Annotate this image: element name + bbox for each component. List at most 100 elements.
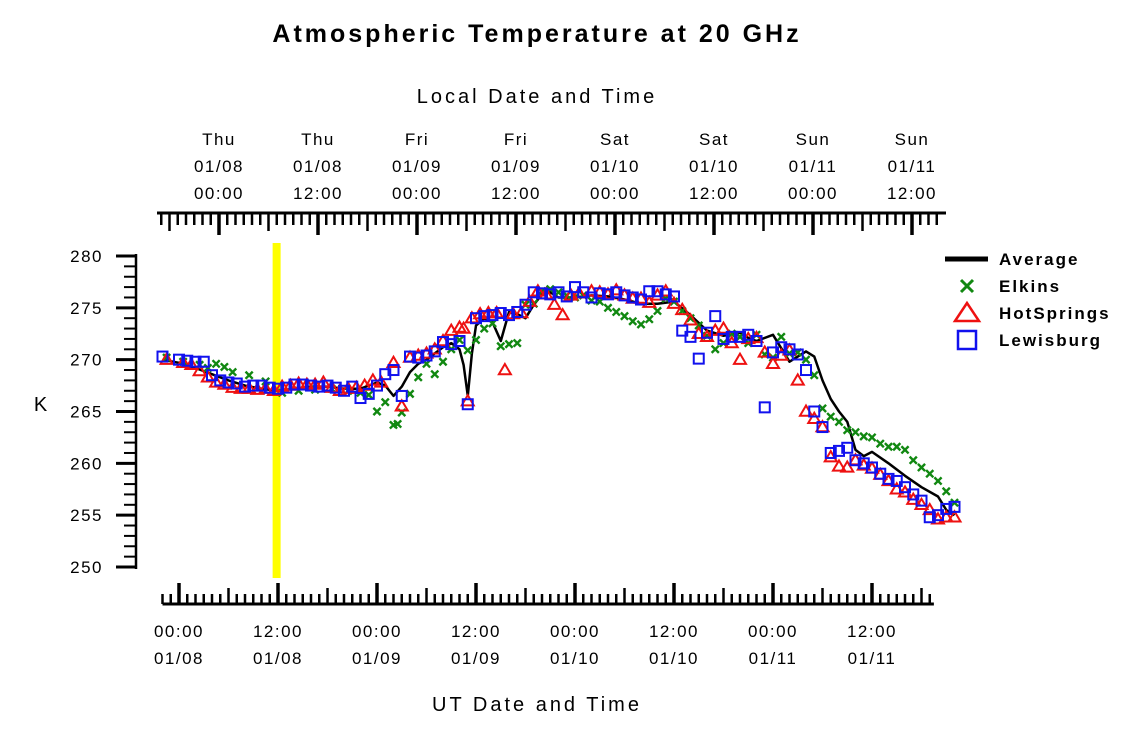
elkins-point-stroke bbox=[686, 313, 695, 323]
elkins-point bbox=[393, 419, 403, 429]
elkins-point bbox=[933, 476, 943, 486]
top-tick-date: 01/11 bbox=[888, 157, 937, 176]
lewisburg-point bbox=[734, 330, 746, 343]
lewisburg-point bbox=[239, 380, 251, 393]
lewisburg-point bbox=[643, 285, 656, 298]
lewisburg-point bbox=[329, 381, 342, 394]
elkins-point-stroke bbox=[917, 463, 926, 472]
top-tick-time: 12:00 bbox=[887, 184, 937, 203]
top-tick-day: Thu bbox=[301, 130, 335, 149]
hotsprings-point bbox=[497, 362, 513, 376]
elkins-point bbox=[867, 432, 877, 442]
lewisburg-point bbox=[758, 401, 771, 414]
elkins-point bbox=[776, 332, 786, 342]
lewisburg-point bbox=[478, 310, 491, 323]
elkins-point-stroke bbox=[496, 341, 506, 351]
legend-swatch-stroke bbox=[959, 278, 975, 294]
lewisburg-point bbox=[717, 332, 730, 345]
average-line bbox=[162, 291, 956, 517]
hotsprings-point bbox=[554, 307, 571, 321]
bottom-tick-date: 01/09 bbox=[451, 649, 501, 668]
top-tick-time: 12:00 bbox=[689, 184, 739, 203]
lewisburg-point bbox=[907, 488, 920, 501]
lewisburg-point bbox=[272, 382, 284, 395]
bottom-tick-date: 01/09 bbox=[352, 649, 402, 668]
elkins-point-stroke bbox=[479, 324, 489, 334]
lewisburg-point bbox=[800, 364, 812, 377]
lewisburg-point bbox=[684, 330, 697, 343]
lewisburg-point bbox=[816, 421, 829, 434]
lewisburg-point bbox=[346, 380, 359, 393]
hotsprings-point bbox=[175, 354, 191, 368]
elkins-point bbox=[710, 344, 720, 354]
bottom-tick-date: 01/11 bbox=[749, 649, 798, 668]
elkins-point bbox=[244, 370, 254, 380]
top-tick-date: 01/09 bbox=[491, 157, 541, 176]
lewisburg-point bbox=[321, 379, 334, 392]
elkins-point-stroke bbox=[504, 339, 514, 349]
elkins-point bbox=[941, 486, 951, 496]
elkins-point-stroke bbox=[933, 476, 943, 486]
axes bbox=[116, 211, 946, 606]
legend-label: Elkins bbox=[999, 277, 1061, 296]
elkins-point bbox=[372, 407, 382, 416]
bottom-tick-time: 00:00 bbox=[550, 622, 600, 641]
lewisburg-point bbox=[173, 353, 185, 366]
elkins-point bbox=[834, 417, 844, 427]
lewisburg-point bbox=[503, 309, 515, 322]
bottom-tick-time: 00:00 bbox=[352, 622, 402, 641]
lewisburg-point bbox=[899, 481, 911, 494]
series-average bbox=[162, 291, 956, 517]
lewisburg-point bbox=[371, 379, 383, 392]
elkins-point-stroke bbox=[380, 397, 390, 407]
elkins-point-stroke bbox=[219, 362, 229, 372]
bottom-tick-date: 01/08 bbox=[253, 649, 303, 668]
lewisburg-point bbox=[849, 454, 862, 467]
y-tick-label: 250 bbox=[70, 558, 103, 577]
hotsprings-point bbox=[427, 341, 443, 355]
elkins-point-stroke bbox=[826, 412, 836, 422]
bottom-tick-date: 01/10 bbox=[550, 649, 600, 668]
hotsprings-point bbox=[158, 351, 175, 365]
lewisburg-point bbox=[296, 378, 309, 391]
top-tick-time: 12:00 bbox=[491, 184, 541, 203]
legend-swatch-x bbox=[959, 278, 975, 294]
bottom-tick-date: 01/11 bbox=[848, 649, 897, 668]
elkins-point-stroke bbox=[430, 369, 440, 379]
elkins-point bbox=[653, 306, 662, 316]
lewisburg-point bbox=[255, 379, 268, 392]
top-tick-date: 01/08 bbox=[194, 157, 244, 176]
lewisburg-point bbox=[560, 290, 573, 303]
elkins-point-stroke bbox=[859, 431, 869, 441]
hotsprings-point bbox=[183, 356, 200, 371]
elkins-point bbox=[504, 339, 514, 349]
lewisburg-point bbox=[833, 444, 845, 457]
bottom-axis-title: UT Date and Time bbox=[432, 694, 642, 716]
elkins-point-stroke bbox=[900, 445, 910, 455]
elkins-point bbox=[908, 455, 918, 465]
elkins-point bbox=[892, 442, 902, 452]
hotsprings-point bbox=[546, 296, 563, 310]
lewisburg-point bbox=[470, 312, 482, 325]
top-tick-day: Sun bbox=[895, 130, 930, 149]
lewisburg-point bbox=[750, 335, 763, 348]
hotsprings-point bbox=[191, 363, 208, 377]
elkins-point bbox=[620, 311, 629, 321]
marker-line bbox=[272, 243, 281, 578]
lewisburg-point bbox=[536, 287, 548, 300]
lewisburg-point bbox=[362, 387, 375, 400]
elkins-point bbox=[471, 335, 481, 345]
lewisburg-point bbox=[701, 326, 713, 339]
elkins-point-stroke bbox=[834, 417, 844, 427]
lewisburg-point bbox=[725, 330, 738, 343]
elkins-point bbox=[211, 359, 221, 369]
bottom-tick-time: 00:00 bbox=[748, 622, 798, 641]
bottom-tick-time: 12:00 bbox=[451, 622, 501, 641]
hotsprings-point bbox=[682, 312, 699, 326]
lewisburg-point bbox=[618, 289, 631, 302]
elkins-point-stroke bbox=[908, 455, 918, 465]
lewisburg-point bbox=[412, 351, 425, 364]
chart-title: Atmospheric Temperature at 20 GHz bbox=[272, 20, 801, 48]
hotsprings-point bbox=[806, 410, 822, 424]
elkins-point-stroke bbox=[512, 338, 522, 348]
